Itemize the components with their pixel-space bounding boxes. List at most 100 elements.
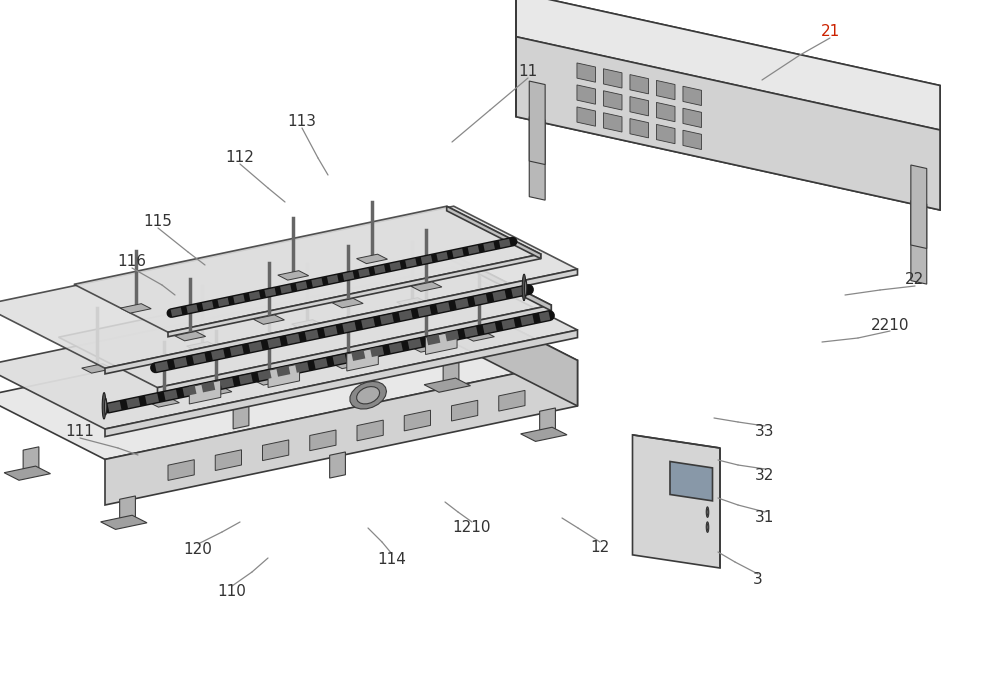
Polygon shape (0, 267, 578, 429)
Polygon shape (168, 460, 194, 481)
Polygon shape (529, 81, 545, 164)
Polygon shape (350, 381, 386, 409)
Polygon shape (0, 206, 578, 368)
Polygon shape (452, 400, 478, 421)
Polygon shape (577, 107, 596, 126)
Text: 114: 114 (378, 552, 406, 567)
Polygon shape (168, 254, 541, 337)
Polygon shape (330, 452, 345, 478)
Polygon shape (540, 408, 555, 434)
Polygon shape (426, 331, 457, 354)
Polygon shape (4, 466, 50, 480)
Text: 12: 12 (590, 541, 610, 556)
Polygon shape (464, 332, 494, 341)
Polygon shape (577, 85, 596, 104)
Polygon shape (357, 387, 380, 404)
Polygon shape (102, 393, 106, 419)
Polygon shape (911, 165, 927, 249)
Polygon shape (656, 80, 675, 99)
Polygon shape (603, 91, 622, 110)
Polygon shape (404, 410, 430, 431)
Polygon shape (175, 331, 206, 341)
Polygon shape (633, 435, 720, 448)
Text: 110: 110 (218, 585, 246, 600)
Polygon shape (656, 103, 675, 122)
Polygon shape (278, 270, 309, 280)
Polygon shape (233, 403, 249, 429)
Polygon shape (332, 359, 363, 368)
Polygon shape (516, 0, 940, 130)
Polygon shape (58, 255, 551, 387)
Polygon shape (630, 97, 648, 116)
Text: 2210: 2210 (871, 318, 909, 333)
Text: 31: 31 (755, 510, 775, 525)
Polygon shape (268, 364, 300, 387)
Polygon shape (603, 113, 622, 132)
Polygon shape (633, 435, 720, 568)
Polygon shape (105, 398, 107, 415)
Polygon shape (424, 378, 470, 392)
Text: 116: 116 (118, 254, 146, 270)
Text: 115: 115 (144, 214, 172, 229)
Polygon shape (411, 282, 442, 291)
Polygon shape (656, 124, 675, 144)
Polygon shape (683, 108, 702, 128)
Polygon shape (443, 359, 459, 385)
Polygon shape (262, 440, 289, 460)
Polygon shape (148, 397, 179, 407)
Polygon shape (447, 206, 541, 259)
Polygon shape (347, 347, 378, 371)
Polygon shape (603, 69, 622, 88)
Polygon shape (105, 360, 578, 505)
Polygon shape (105, 269, 578, 374)
Polygon shape (187, 341, 218, 351)
Text: 11: 11 (518, 64, 538, 80)
Polygon shape (577, 63, 596, 82)
Polygon shape (630, 118, 648, 138)
Text: 111: 111 (66, 425, 94, 439)
Text: 3: 3 (753, 573, 763, 587)
Polygon shape (630, 74, 648, 94)
Polygon shape (292, 320, 323, 329)
Polygon shape (706, 522, 709, 533)
Polygon shape (454, 297, 578, 406)
Polygon shape (411, 343, 442, 352)
Polygon shape (516, 72, 940, 210)
Text: 21: 21 (820, 24, 840, 39)
Text: 120: 120 (184, 543, 212, 558)
Polygon shape (911, 201, 927, 284)
Polygon shape (707, 524, 708, 530)
Text: 112: 112 (226, 151, 254, 166)
Polygon shape (357, 420, 383, 441)
Text: 32: 32 (755, 468, 775, 483)
Polygon shape (707, 509, 708, 515)
Polygon shape (254, 376, 284, 385)
Polygon shape (357, 254, 387, 264)
Text: 22: 22 (905, 272, 925, 287)
Polygon shape (516, 0, 940, 166)
Polygon shape (310, 430, 336, 451)
Polygon shape (683, 130, 702, 149)
Polygon shape (23, 447, 39, 473)
Polygon shape (101, 515, 147, 529)
Polygon shape (670, 462, 712, 501)
Polygon shape (397, 297, 428, 307)
Text: 1210: 1210 (453, 521, 491, 535)
Polygon shape (82, 364, 113, 373)
Polygon shape (201, 387, 232, 396)
Text: 33: 33 (755, 425, 775, 439)
Polygon shape (215, 450, 242, 470)
Polygon shape (105, 330, 578, 437)
Polygon shape (522, 274, 526, 301)
Polygon shape (706, 507, 709, 518)
Polygon shape (525, 280, 527, 297)
Polygon shape (189, 381, 221, 404)
Polygon shape (683, 87, 702, 105)
Polygon shape (0, 297, 578, 460)
Polygon shape (521, 427, 567, 441)
Polygon shape (254, 315, 284, 324)
Polygon shape (516, 37, 940, 210)
Polygon shape (332, 298, 363, 308)
Polygon shape (529, 117, 545, 200)
Polygon shape (452, 255, 551, 311)
